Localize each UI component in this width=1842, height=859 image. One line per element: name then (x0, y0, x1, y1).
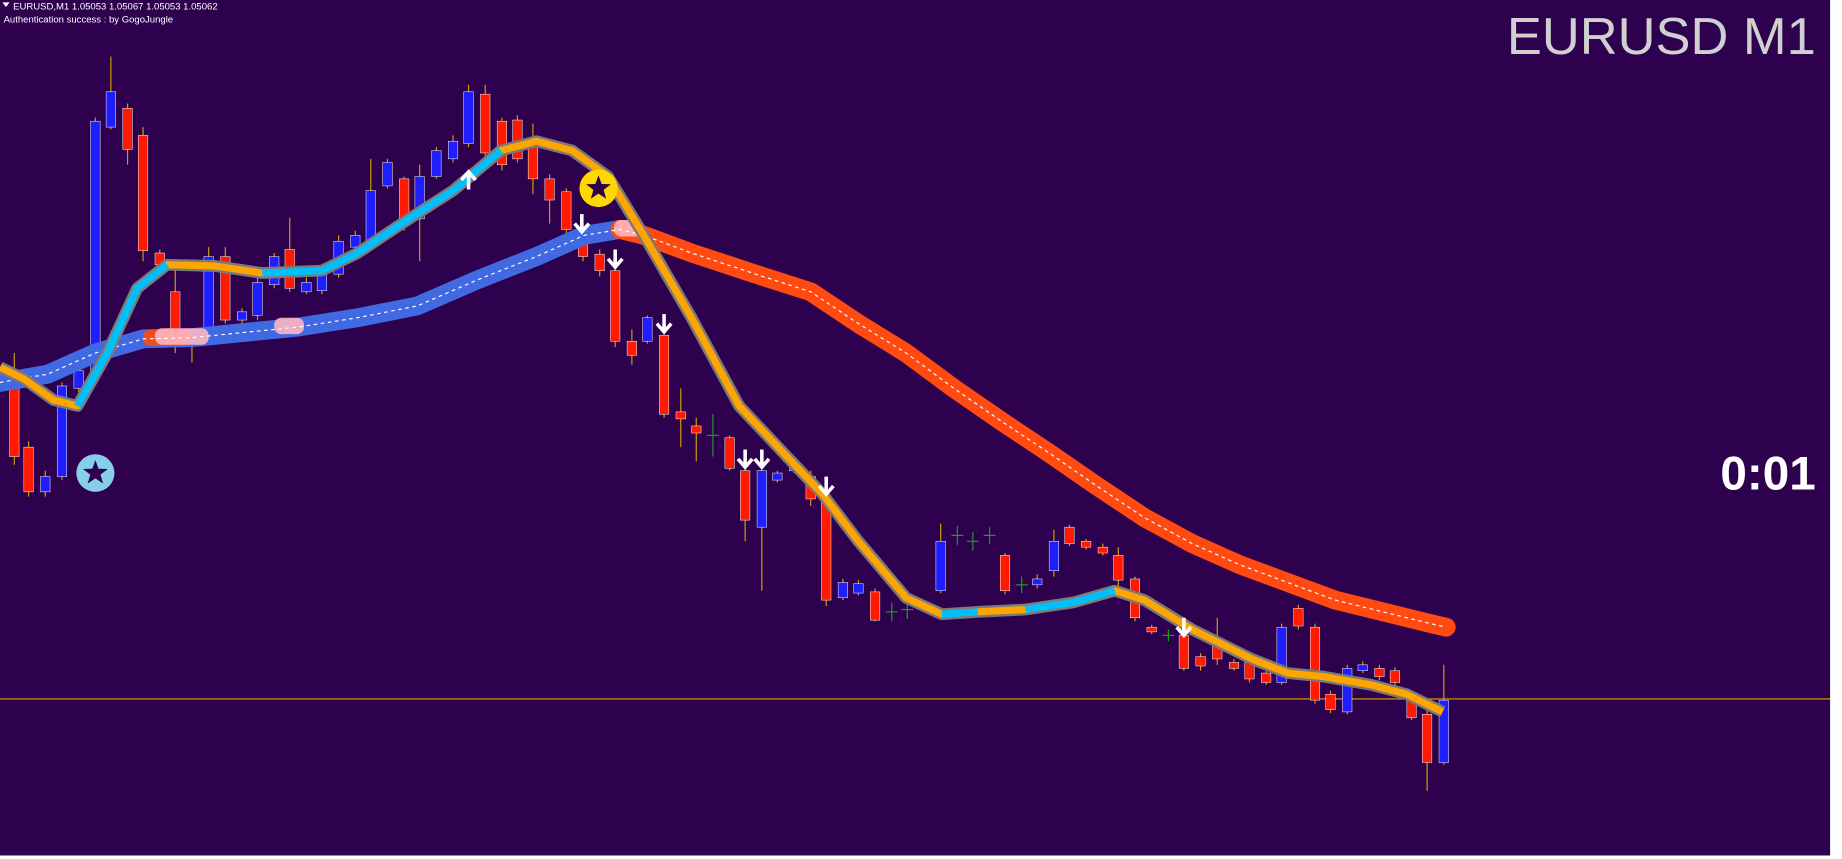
candle-body (1261, 672, 1272, 683)
candle-body (1113, 555, 1124, 581)
candle-body (480, 93, 491, 154)
signal-arrow (606, 249, 624, 270)
candle-body (691, 425, 702, 434)
candle-body (626, 341, 637, 356)
candle-body (642, 317, 653, 342)
candle-body (350, 235, 361, 248)
candle-body (853, 583, 864, 594)
candle-body (724, 437, 735, 469)
slow-ma-center (0, 228, 1447, 628)
signal-arrow (736, 449, 754, 470)
symbol-info: EURUSD,M1 1.05053 1.05067 1.05053 1.0506… (13, 1, 218, 12)
candle-body (756, 470, 767, 528)
candle-body (1146, 626, 1157, 633)
candle-body (1276, 626, 1287, 683)
candle-body (382, 162, 393, 187)
fast-ma-up (941, 608, 978, 618)
signal-arrow (460, 169, 478, 190)
candle-body (23, 446, 34, 493)
candle-body (1310, 626, 1321, 701)
signals (76, 169, 1193, 639)
auth-status: Authentication success : by GogoJungle (4, 14, 174, 25)
candle-body (1048, 541, 1059, 571)
signal-star (586, 175, 611, 199)
candle-body (1195, 656, 1206, 667)
candle-body (1438, 699, 1449, 763)
bar-timer: 0:01 (1720, 448, 1815, 501)
signal-arrow (817, 476, 835, 497)
slow-ma-tint (154, 328, 209, 345)
candle-body (594, 253, 605, 271)
indicators (0, 135, 1456, 718)
candle-body (448, 140, 459, 160)
candle-body (170, 291, 181, 330)
candle-body (90, 120, 101, 371)
candle-body (1064, 526, 1075, 544)
candle-body (821, 499, 832, 601)
fast-ma-up (262, 147, 504, 277)
candle-body (561, 191, 572, 230)
candle-body (301, 282, 312, 293)
menu-triangle (2, 2, 10, 8)
chart-title: EURUSD M1 (1507, 8, 1816, 66)
candle-body (935, 541, 946, 591)
candle-body (1000, 555, 1011, 591)
candle-body (527, 144, 538, 180)
candle-body (252, 282, 263, 316)
candle-body (772, 472, 783, 481)
fast-ma-up (74, 262, 170, 408)
candle-body (1389, 670, 1400, 683)
candle-body (220, 256, 231, 321)
signal-arrow (655, 314, 673, 335)
candle-body (1325, 694, 1336, 710)
candle-body (1178, 635, 1189, 669)
candle-body (431, 150, 442, 177)
candle-body (675, 411, 686, 420)
candle-body (1422, 714, 1433, 763)
candles (9, 56, 1449, 791)
candle-body (463, 91, 474, 144)
candle-body (544, 178, 555, 201)
candle-body (1032, 578, 1043, 586)
candle-body (1097, 546, 1108, 554)
candle-body (73, 370, 84, 389)
candle-body (1342, 668, 1353, 713)
candle-body (1228, 662, 1239, 669)
candle-body (1081, 541, 1092, 548)
candle-body (740, 470, 751, 521)
signal-arrow (1175, 617, 1193, 639)
candle-body (1357, 664, 1368, 671)
candle-body (56, 385, 68, 477)
fast-ma-up (1024, 587, 1116, 614)
candle-body (40, 476, 51, 493)
signal-star (82, 460, 108, 484)
candle-body (138, 135, 149, 251)
candle-body (837, 582, 848, 599)
candle-body (870, 591, 881, 621)
slow-ma-tint (274, 317, 305, 335)
candle-body (659, 335, 670, 415)
candle-body (105, 91, 116, 128)
candle-body (1293, 608, 1304, 627)
signal-arrow (573, 214, 591, 235)
candle-body (237, 311, 248, 321)
candle-body (122, 108, 133, 150)
candle-body (1374, 668, 1385, 677)
signal-arrow (753, 449, 771, 470)
candle-body (610, 270, 621, 342)
